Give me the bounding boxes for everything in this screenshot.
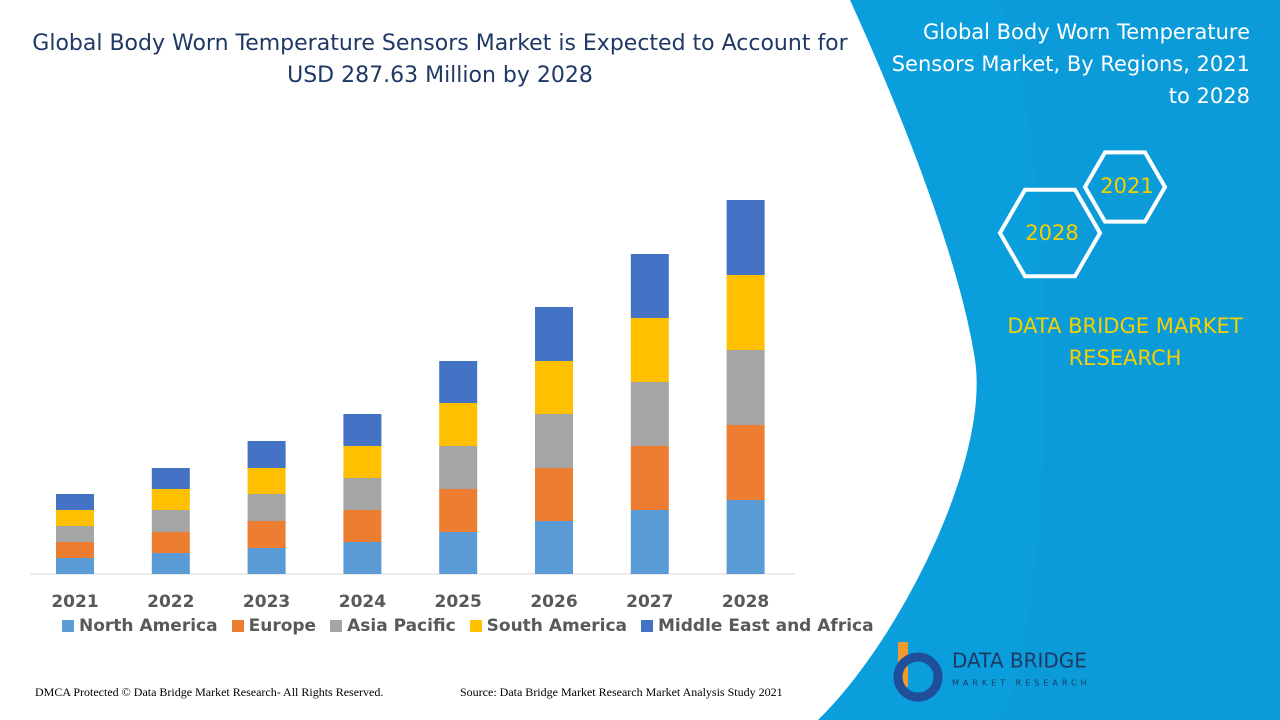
legend-label: Middle East and Africa [658, 616, 874, 636]
bar-segment [247, 521, 286, 548]
legend-item: South America [469, 616, 627, 636]
bar-segment [343, 414, 382, 446]
bar-segment [726, 500, 765, 574]
hex-label: 2021 [1100, 174, 1153, 198]
brand: DATA BRIDGE MARKET RESEARCH [1007, 314, 1243, 370]
bar-segment [56, 526, 94, 542]
bar-segment [151, 489, 190, 510]
bar-segment [343, 510, 382, 542]
bar-segment [726, 350, 765, 425]
bar-segment [630, 446, 669, 510]
bar-segment [151, 532, 190, 553]
bar-segment [726, 275, 765, 350]
bar-segment [439, 446, 478, 489]
plot: 2021 2022 2023 2024 2025 2026 2027 2028 [51, 200, 769, 612]
legend-label: North America [79, 616, 218, 636]
legend-item: Europe [231, 616, 317, 636]
x-tick-label: 2028 [722, 592, 769, 612]
bar-segment [535, 521, 573, 574]
bar-segment [439, 532, 478, 574]
bar-segment [151, 510, 190, 532]
bar-segment [56, 542, 94, 558]
legend-swatch [641, 620, 653, 632]
chart-title: Global Body Worn Temperature Sensors Mar… [32, 31, 848, 88]
bar-segment [151, 553, 190, 574]
bar-segment [343, 478, 382, 510]
bar-segment [630, 254, 669, 318]
bar-segment [439, 361, 478, 403]
bar-segment [247, 468, 286, 494]
copyright: DMCA Protected © Data Bridge Market Rese… [35, 685, 384, 699]
logo: DATA BRIDGE MARKET RESEARCH [893, 642, 1091, 702]
logo-mark [893, 652, 943, 702]
bar-segment [535, 468, 573, 521]
bar-segment [56, 494, 94, 510]
bar-segment [726, 200, 765, 275]
hex-label: 2028 [1025, 221, 1078, 245]
legend-label: Europe [248, 616, 317, 636]
legend-item: North America [62, 616, 218, 636]
bar-segment [439, 489, 478, 532]
bar-segment [247, 441, 286, 468]
legend: North America Europe Asia Pacific South Ame… [62, 616, 874, 636]
hexagon [997, 187, 1103, 279]
hexagon [1082, 150, 1168, 224]
legend-item: Asia Pacific [330, 616, 456, 636]
bar-segment [343, 446, 382, 478]
x-tick-label: 2023 [243, 592, 290, 612]
bar-segment [439, 403, 478, 446]
bar-segment [535, 414, 573, 468]
bar-segment [535, 307, 573, 361]
x-tick-label: 2025 [435, 592, 482, 612]
legend-label: South America [486, 616, 627, 636]
logo-name: DATA BRIDGE [952, 649, 1087, 673]
bar-segment [630, 318, 669, 382]
bar-segment [247, 494, 286, 521]
bar-segment [726, 425, 765, 500]
legend-swatch [62, 620, 74, 632]
legend-swatch [330, 620, 343, 632]
x-tick-label: 2026 [530, 592, 577, 612]
bar-segment [247, 548, 286, 574]
panel-shade [1000, 0, 1280, 720]
bar-segment [630, 382, 669, 446]
x-tick-label: 2024 [339, 592, 386, 612]
bar-segment [535, 361, 573, 414]
bar-segment [630, 510, 669, 574]
legend-item: Middle East and Africa [641, 616, 874, 636]
bar-segment [151, 468, 190, 489]
bar-segment [343, 542, 382, 574]
bar-segment [56, 558, 94, 574]
source: Source: Data Bridge Market Research Mark… [460, 685, 783, 699]
x-tick-label: 2027 [626, 592, 673, 612]
panel-title: Global Body Worn Temperature Sensors Mar… [891, 20, 1250, 108]
x-tick-label: 2022 [147, 592, 194, 612]
legend-swatch [231, 620, 244, 632]
logo-tagline: MARKET RESEARCH [952, 679, 1091, 688]
bar-segment [56, 510, 94, 526]
x-tick-label: 2021 [51, 592, 98, 612]
legend-swatch [469, 620, 482, 632]
legend-label: Asia Pacific [347, 616, 456, 636]
